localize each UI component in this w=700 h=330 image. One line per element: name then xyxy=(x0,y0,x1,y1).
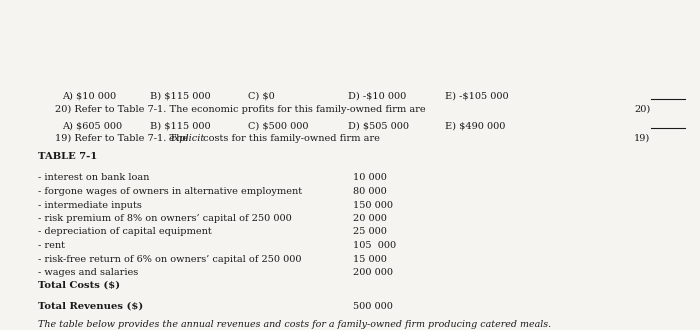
Text: 20): 20) xyxy=(634,105,650,114)
Text: Total Revenues ($): Total Revenues ($) xyxy=(38,302,144,311)
Text: D) -$10 000: D) -$10 000 xyxy=(348,92,406,101)
Text: - wages and salaries: - wages and salaries xyxy=(38,268,139,277)
Text: - rent: - rent xyxy=(38,241,65,250)
Text: costs for this family-owned firm are: costs for this family-owned firm are xyxy=(199,134,379,143)
Text: 15 000: 15 000 xyxy=(353,254,387,263)
Text: - risk premium of 8% on owners’ capital of 250 000: - risk premium of 8% on owners’ capital … xyxy=(38,214,292,223)
Text: B) $115 000: B) $115 000 xyxy=(150,92,211,101)
Text: A) $605 000: A) $605 000 xyxy=(62,121,122,130)
Text: 10 000: 10 000 xyxy=(353,174,387,182)
Text: 105  000: 105 000 xyxy=(353,241,396,250)
Text: 80 000: 80 000 xyxy=(353,187,386,196)
Text: 25 000: 25 000 xyxy=(353,227,387,237)
Text: - depreciation of capital equipment: - depreciation of capital equipment xyxy=(38,227,211,237)
Text: C) $500 000: C) $500 000 xyxy=(248,121,309,130)
Text: TABLE 7-1: TABLE 7-1 xyxy=(38,152,97,161)
Text: C) $0: C) $0 xyxy=(248,92,274,101)
Text: The table below provides the annual revenues and costs for a family-owned firm p: The table below provides the annual reve… xyxy=(38,320,551,329)
Text: E) $490 000: E) $490 000 xyxy=(445,121,505,130)
Text: 19) Refer to Table 7-1. The: 19) Refer to Table 7-1. The xyxy=(55,134,191,143)
Text: 500 000: 500 000 xyxy=(353,302,393,311)
Text: - interest on bank loan: - interest on bank loan xyxy=(38,174,149,182)
Text: 200 000: 200 000 xyxy=(353,268,393,277)
Text: A) $10 000: A) $10 000 xyxy=(62,92,116,101)
Text: explicit: explicit xyxy=(169,134,204,143)
Text: 150 000: 150 000 xyxy=(353,201,393,210)
Text: 19): 19) xyxy=(634,134,650,143)
Text: Total Costs ($): Total Costs ($) xyxy=(38,281,120,290)
Text: - risk-free return of 6% on owners’ capital of 250 000: - risk-free return of 6% on owners’ capi… xyxy=(38,254,302,263)
Text: - intermediate inputs: - intermediate inputs xyxy=(38,201,142,210)
Text: B) $115 000: B) $115 000 xyxy=(150,121,211,130)
Text: 20) Refer to Table 7-1. The economic profits for this family-owned firm are: 20) Refer to Table 7-1. The economic pro… xyxy=(55,105,426,114)
Text: - forgone wages of owners in alternative employment: - forgone wages of owners in alternative… xyxy=(38,187,302,196)
Text: E) -$105 000: E) -$105 000 xyxy=(445,92,509,101)
Text: 20 000: 20 000 xyxy=(353,214,387,223)
Text: D) $505 000: D) $505 000 xyxy=(348,121,409,130)
